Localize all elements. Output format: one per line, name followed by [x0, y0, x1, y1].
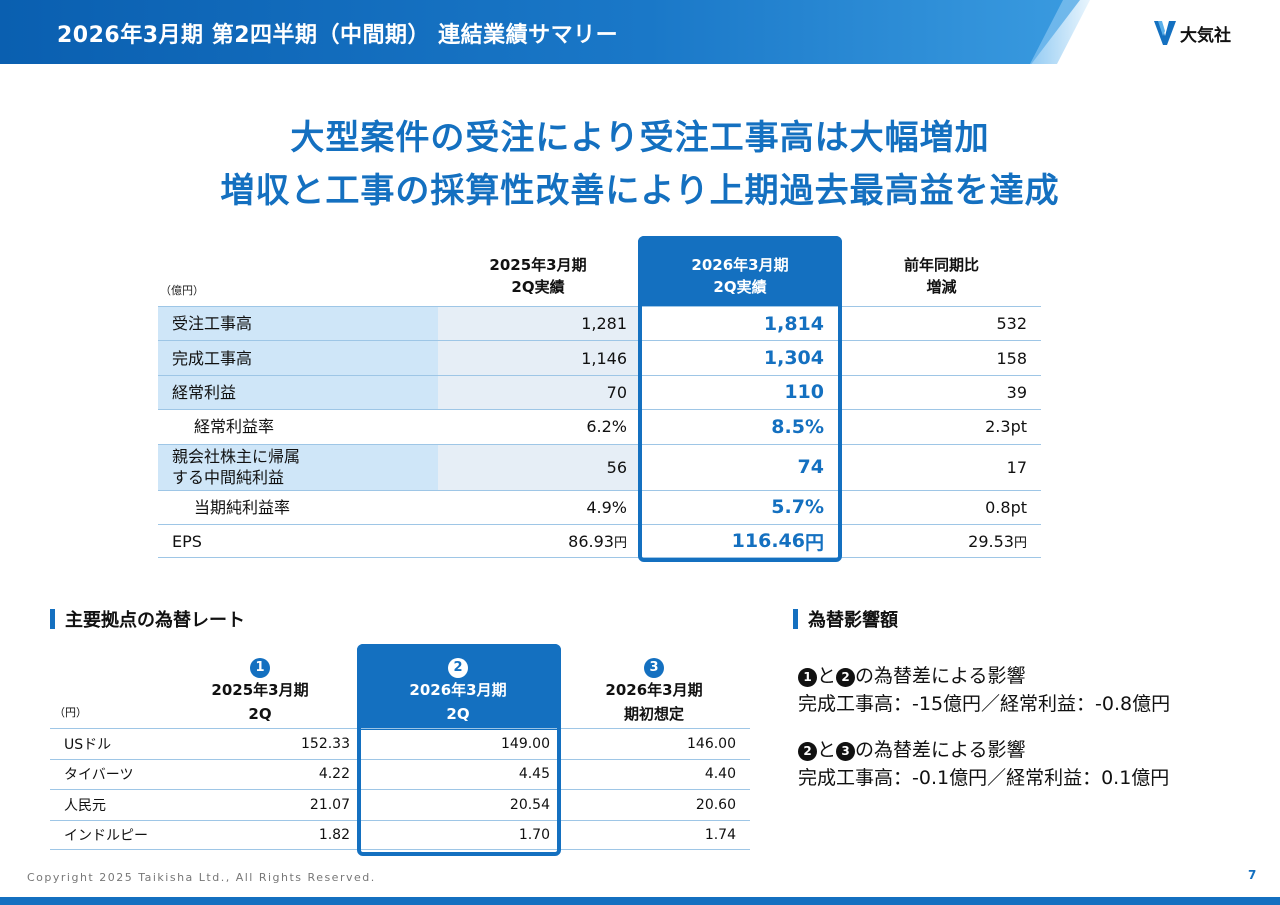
section-bar-icon: [50, 609, 55, 629]
current-period-header-bg: [638, 236, 842, 306]
row-label: 当期純利益率: [158, 490, 438, 524]
fx-col-header-2: 2 2026年3月期 2Q: [409, 658, 507, 723]
currency-label: 人民元: [64, 797, 106, 814]
table-row: 人民元 21.07 20.54 20.60: [50, 789, 750, 820]
diff-value: 39: [1006, 382, 1027, 402]
row-label: EPS: [158, 524, 438, 558]
currency-label: タイバーツ: [64, 767, 134, 784]
prev-value: 4.9%: [438, 490, 639, 524]
curr-value: 1,304: [763, 347, 824, 370]
fx-table-header: （円） 1 2025年3月期 2Q 2 2026年3月期 2Q 3 2026年3月期…: [50, 648, 750, 728]
results-table: （億円） 2025年3月期 2Q実績 2026年3月期 2Q実績 前年同期比 増減 受…: [158, 240, 1041, 559]
table-row: 完成工事高 1,146 1,304 158: [158, 340, 1041, 375]
table-row: 当期純利益率 4.9% 5.7% 0.8pt: [158, 489, 1041, 524]
rate-value: 152.33: [301, 735, 350, 752]
number-1-icon: 1: [250, 658, 270, 678]
table-row: EPS 86.93 円 116.46 円 29.53 円: [158, 523, 1041, 559]
rate-value: 21.07: [309, 796, 350, 813]
results-unit: （億円）: [160, 284, 204, 297]
fx-col-header-3: 3 2026年3月期 期初想定: [605, 658, 703, 723]
row-label: 親会社株主に帰属 する中間純利益: [158, 444, 438, 490]
curr-value: 74: [797, 456, 824, 479]
row-label: 受注工事高: [158, 307, 438, 341]
currency-label: USドル: [64, 736, 112, 753]
rate-value: 1.74: [704, 826, 736, 843]
col-header-prev: 2025年3月期 2Q実績: [489, 256, 587, 296]
curr-value: 8.5%: [771, 415, 824, 438]
table-row: 経常利益 70 110 39: [158, 374, 1041, 410]
row-label: 完成工事高: [158, 341, 438, 375]
prev-value: 56: [438, 444, 639, 490]
rate-value: 4.45: [518, 766, 550, 783]
rate-value: 4.22: [318, 766, 350, 783]
rate-value: 1.82: [318, 826, 350, 843]
impact-detail: 完成工事高：-0.1億円／経常利益：0.1億円: [798, 767, 1170, 789]
logo-text: 大気社: [1180, 25, 1231, 46]
number-2-icon: 2: [836, 668, 856, 687]
number-3-icon: 3: [836, 742, 856, 761]
number-2-icon: 2: [798, 742, 817, 761]
diff-value: 0.8pt: [985, 497, 1027, 517]
page-title: 2026年3月期 第2四半期（中間期） 連結業績サマリー: [57, 23, 619, 48]
diff-value: 158: [996, 348, 1027, 368]
number-3-icon: 3: [644, 658, 664, 678]
table-row: 受注工事高 1,281 1,814 532: [158, 306, 1041, 341]
rate-value: 146.00: [687, 735, 736, 752]
row-label: 経常利益率: [158, 410, 438, 444]
diff-value: 29.53 円: [968, 531, 1027, 551]
table-row: USドル 152.33 149.00 146.00: [50, 728, 750, 759]
logo-mark-icon: [1154, 21, 1176, 45]
impact-detail: 完成工事高：-15億円／経常利益：-0.8億円: [798, 693, 1171, 715]
results-table-header: （億円） 2025年3月期 2Q実績 2026年3月期 2Q実績 前年同期比 増減: [158, 240, 1041, 306]
curr-value: 5.7%: [771, 496, 824, 519]
table-row: タイバーツ 4.22 4.45 4.40: [50, 758, 750, 790]
fx-section-title: 主要拠点の為替レート: [50, 606, 245, 632]
page-number: 7: [1248, 868, 1257, 882]
col-header-curr: 2026年3月期 2Q実績: [691, 256, 789, 296]
number-2-icon: 2: [448, 658, 468, 678]
rate-value: 20.60: [695, 796, 736, 813]
impact-section-title: 為替影響額: [793, 606, 898, 632]
headline-line-2: 増収と工事の採算性改善により上期過去最高益を達成: [220, 171, 1060, 211]
prev-value: 1,281: [438, 307, 639, 341]
fx-table: （円） 1 2025年3月期 2Q 2 2026年3月期 2Q 3 2026年3月期…: [50, 648, 750, 850]
table-row: インドルピー 1.82 1.70 1.74: [50, 819, 750, 850]
currency-label: インドルピー: [64, 827, 148, 844]
rate-value: 4.40: [704, 766, 736, 783]
header-banner: [0, 0, 1080, 64]
prev-value: 70: [438, 375, 639, 410]
fx-unit: （円）: [54, 706, 87, 719]
number-1-icon: 1: [798, 668, 817, 687]
prev-value: 1,146: [438, 341, 639, 375]
rate-value: 149.00: [501, 735, 550, 752]
prev-value: 86.93 円: [438, 524, 639, 558]
diff-value: 17: [1006, 457, 1027, 477]
footer-bar: [0, 897, 1280, 905]
fx-col-header-1: 1 2025年3月期 2Q: [211, 658, 309, 723]
table-row: 経常利益率 6.2% 8.5% 2.3pt: [158, 409, 1041, 444]
prev-value: 6.2%: [438, 410, 639, 444]
row-label: 経常利益: [158, 375, 438, 410]
section-bar-icon: [793, 609, 798, 629]
diff-value: 2.3pt: [985, 417, 1027, 437]
curr-value: 110: [784, 381, 824, 404]
headline-line-1: 大型案件の受注により受注工事高は大幅増加: [290, 118, 990, 158]
impact-item-2: 2 と 3 の為替差による影響 完成工事高：-0.1億円／経常利益：0.1億円: [798, 736, 1169, 792]
col-header-diff: 前年同期比 増減: [903, 256, 979, 296]
curr-value: 1,814: [763, 312, 824, 335]
company-logo: 大気社: [1152, 18, 1231, 48]
copyright: Copyright 2025 Taikisha Ltd., All Rights…: [27, 871, 376, 884]
rate-value: 1.70: [518, 826, 550, 843]
curr-value: 116.46 円: [731, 530, 824, 554]
table-row: 親会社株主に帰属 する中間純利益 56 74 17: [158, 443, 1041, 490]
diff-value: 532: [996, 314, 1027, 334]
rate-value: 20.54: [509, 796, 550, 813]
impact-item-1: 1 と 2 の為替差による影響 完成工事高：-15億円／経常利益：-0.8億円: [798, 662, 1170, 718]
